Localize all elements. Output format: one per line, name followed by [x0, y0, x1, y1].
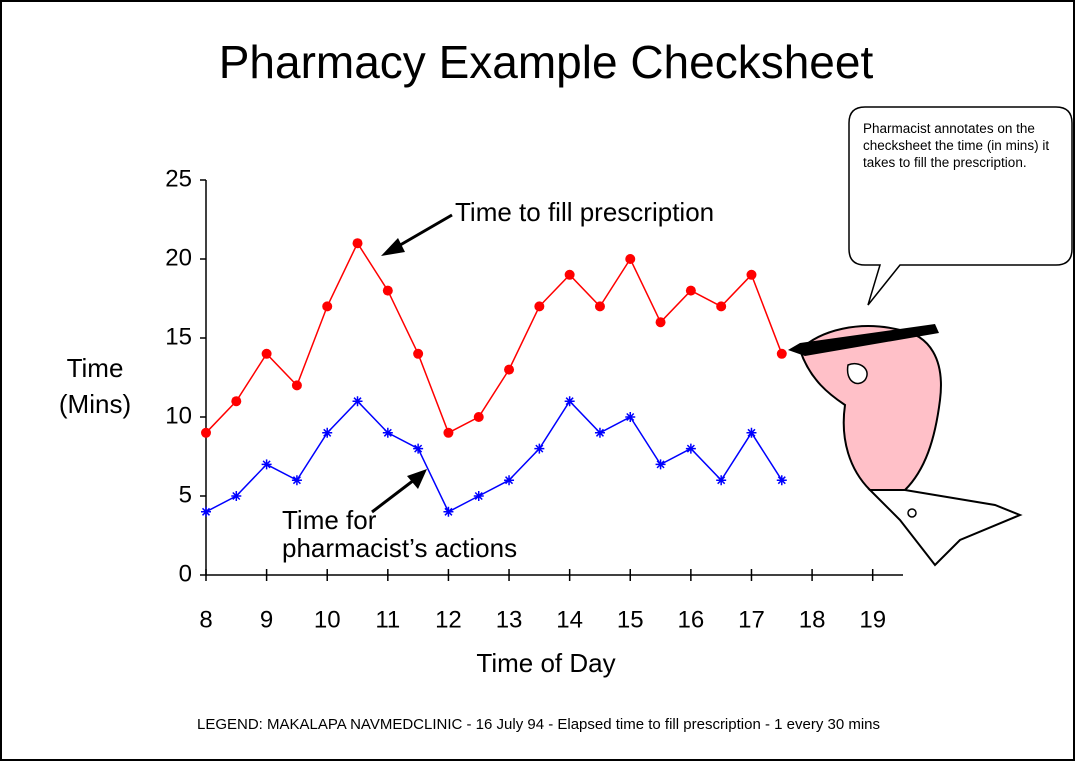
point	[383, 286, 393, 296]
point	[686, 444, 696, 454]
point	[292, 380, 302, 390]
point	[262, 459, 272, 469]
point	[474, 412, 484, 422]
point	[231, 491, 241, 501]
point	[201, 428, 211, 438]
point	[656, 317, 666, 327]
point	[534, 301, 544, 311]
point	[262, 349, 272, 359]
callout-text: Pharmacist annotates on the checksheet t…	[863, 120, 1063, 171]
y-tick-label: 10	[165, 402, 192, 429]
x-tick-label: 12	[435, 606, 462, 633]
chart-title: Pharmacy Example Checksheet	[219, 36, 874, 88]
x-axis-label: Time of Day	[336, 648, 756, 679]
point	[746, 270, 756, 280]
point	[686, 286, 696, 296]
hand-illustration	[788, 324, 1020, 565]
series-line	[206, 401, 782, 512]
point	[716, 475, 726, 485]
point	[777, 475, 787, 485]
point	[292, 475, 302, 485]
x-tick-label: 19	[859, 606, 886, 633]
y-tick-label: 20	[165, 244, 192, 271]
point	[353, 238, 363, 248]
point	[625, 412, 635, 422]
point	[353, 396, 363, 406]
point	[534, 444, 544, 454]
series-label: Time to fill prescription	[455, 197, 714, 228]
point	[322, 301, 332, 311]
x-tick-label: 11	[375, 606, 400, 633]
x-tick-label: 17	[738, 606, 765, 633]
x-tick-label: 8	[199, 606, 212, 633]
y-tick-label: 5	[179, 481, 192, 508]
page: Pharmacy Example Checksheet 0 5 10 15 20 25 8 9…	[0, 0, 1077, 763]
point	[504, 475, 514, 485]
y-axis-label: Time (Mins)	[40, 350, 150, 422]
point	[443, 428, 453, 438]
point	[595, 428, 605, 438]
x-tick-label: 13	[496, 606, 523, 633]
series-line	[206, 243, 782, 433]
point	[565, 396, 575, 406]
point	[413, 444, 423, 454]
point	[322, 428, 332, 438]
point	[716, 301, 726, 311]
point	[777, 349, 787, 359]
x-tick-label: 16	[678, 606, 705, 633]
arrows	[372, 215, 452, 512]
point	[595, 301, 605, 311]
point	[565, 270, 575, 280]
x-tick-label: 10	[314, 606, 341, 633]
y-tick-label: 25	[165, 165, 192, 192]
point	[383, 428, 393, 438]
point	[625, 254, 635, 264]
x-tick-label: 18	[799, 606, 826, 633]
point	[746, 428, 756, 438]
footnote: LEGEND: MAKALAPA NAVMEDCLINIC - 16 July …	[0, 716, 1077, 733]
point	[231, 396, 241, 406]
point	[474, 491, 484, 501]
point	[504, 365, 514, 375]
x-tick-label: 15	[617, 606, 644, 633]
point	[413, 349, 423, 359]
x-tick-label: 9	[260, 606, 273, 633]
x-tick-label: 14	[556, 606, 583, 633]
y-tick-label: 0	[179, 560, 192, 587]
series-label: Time for pharmacist’s actions	[282, 506, 517, 562]
point	[656, 459, 666, 469]
point	[201, 507, 211, 517]
y-tick-label: 15	[165, 323, 192, 350]
